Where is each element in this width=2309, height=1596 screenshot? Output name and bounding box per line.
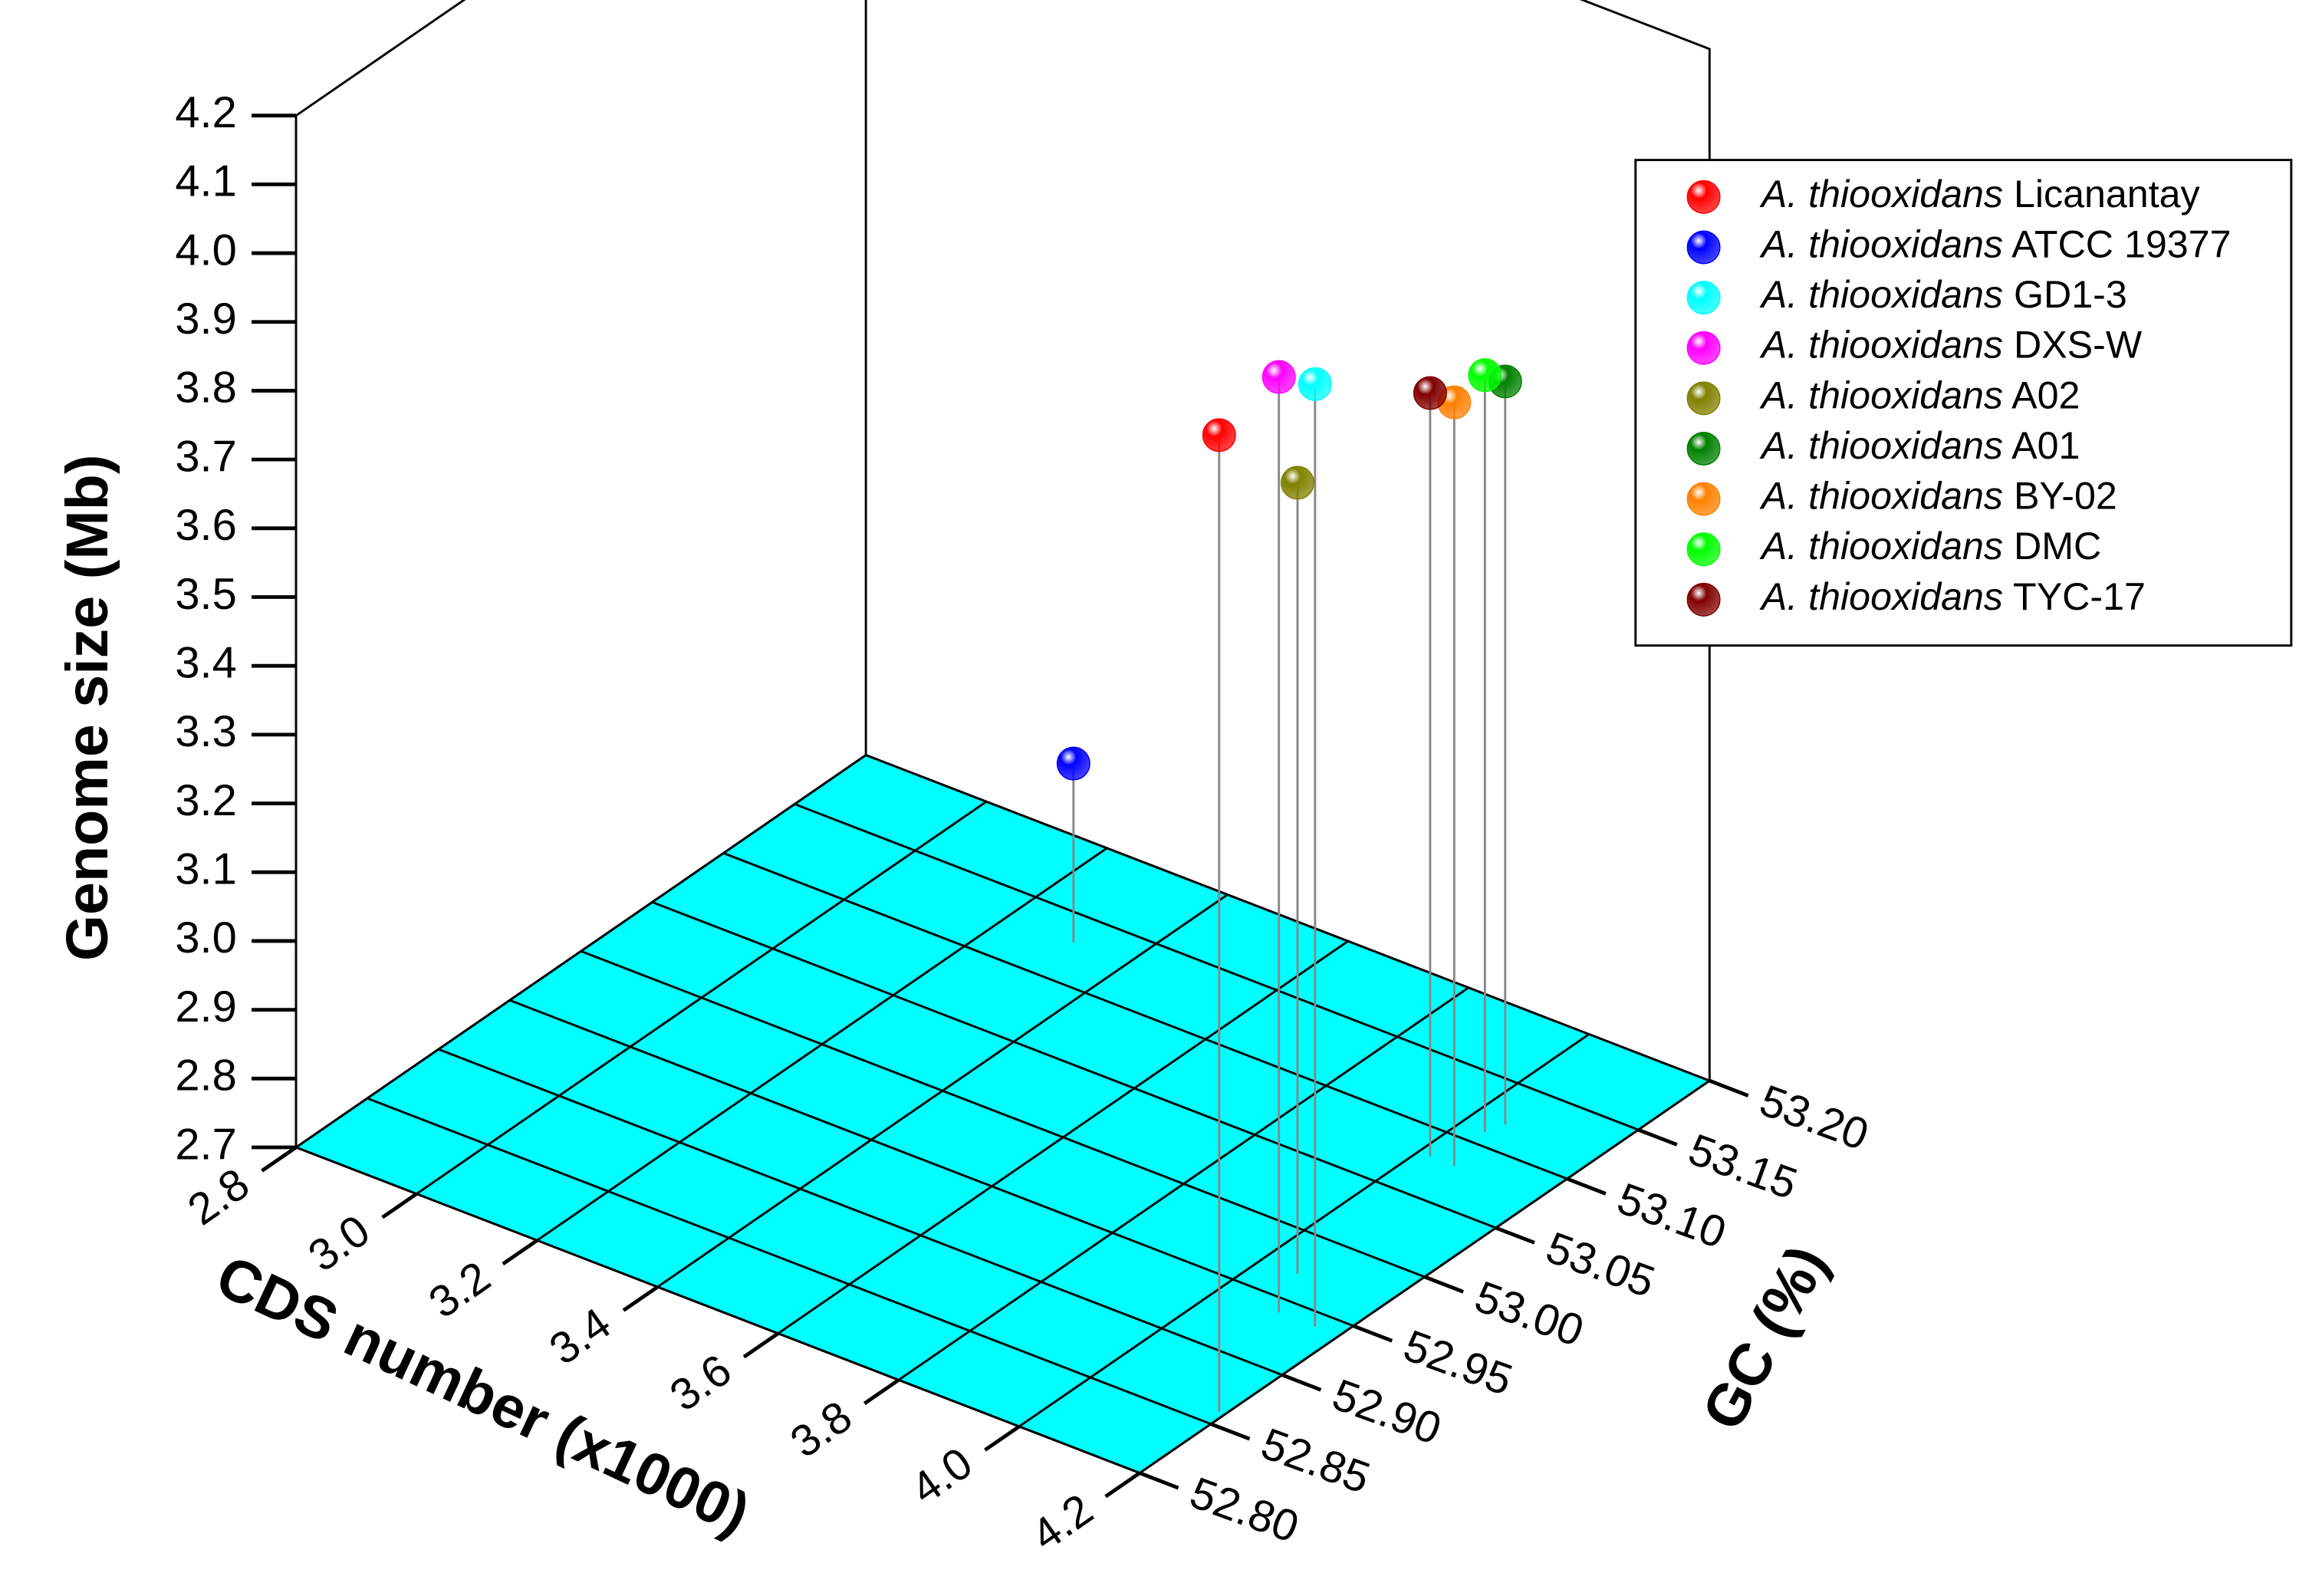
z-tick-label: 2.8 xyxy=(175,1051,236,1101)
x-tick-label: 4.0 xyxy=(903,1439,982,1515)
left-wall xyxy=(294,0,867,1148)
floor-grid-line xyxy=(794,803,1639,1131)
floor-grid-line xyxy=(865,754,1710,1082)
legend-marker xyxy=(1686,582,1721,617)
point xyxy=(1468,358,1502,393)
x-tick-label: 3.2 xyxy=(420,1252,499,1328)
point xyxy=(1261,360,1296,394)
z-tick-label: 4.0 xyxy=(175,225,236,275)
legend-marker xyxy=(1686,431,1721,466)
y-tick-label: 52.95 xyxy=(1397,1321,1518,1406)
z-tick-label: 2.9 xyxy=(175,982,236,1032)
z-tick-label: 3.1 xyxy=(175,845,236,894)
y-tick-label: 53.05 xyxy=(1540,1223,1661,1308)
z-tick-label: 3.9 xyxy=(175,295,236,344)
point xyxy=(1056,746,1090,781)
z-tick-label: 4.2 xyxy=(175,88,236,137)
y-tick xyxy=(1566,1176,1607,1196)
x-tick xyxy=(622,1285,659,1312)
y-tick xyxy=(1210,1422,1251,1441)
x-tick xyxy=(863,1378,900,1405)
y-tick xyxy=(1281,1373,1322,1392)
legend-label: A. thiooxidans A01 xyxy=(1759,424,2080,467)
x-tick-label: 4.2 xyxy=(1023,1485,1102,1561)
floor-grid-line xyxy=(509,999,1354,1328)
z-tick-label: 2.7 xyxy=(175,1120,236,1169)
point xyxy=(1280,466,1315,500)
y-tick-label: 53.15 xyxy=(1682,1125,1804,1209)
legend-marker xyxy=(1686,331,1721,365)
z-tick-label: 3.4 xyxy=(175,639,236,688)
y-axis-title: GC (%) xyxy=(1689,1236,1840,1441)
x-tick-label: 3.4 xyxy=(541,1299,620,1375)
z-tick-label: 4.1 xyxy=(175,157,236,206)
y-tick xyxy=(1637,1127,1678,1147)
legend-box xyxy=(1634,159,2293,647)
y-tick-label: 53.20 xyxy=(1754,1076,1875,1160)
y-tick xyxy=(1139,1471,1179,1490)
point xyxy=(1298,367,1332,401)
point xyxy=(1202,418,1236,452)
legend-label: A. thiooxidans GD1-3 xyxy=(1759,273,2127,316)
z-tick-label: 3.8 xyxy=(175,364,236,413)
floor-grid-line xyxy=(438,1048,1283,1377)
legend-marker xyxy=(1686,532,1721,567)
y-tick xyxy=(1709,1078,1749,1097)
legend-label: A. thiooxidans DXS-W xyxy=(1759,324,2143,367)
legend-marker xyxy=(1686,482,1721,516)
legend-marker xyxy=(1686,281,1721,315)
x-tick xyxy=(381,1192,418,1219)
legend-marker xyxy=(1686,381,1721,416)
z-tick-label: 3.5 xyxy=(175,570,236,619)
y-tick-label: 52.80 xyxy=(1184,1468,1305,1552)
back-wall xyxy=(1579,0,1711,1081)
x-tick-label: 3.6 xyxy=(662,1345,741,1421)
legend-marker xyxy=(1686,230,1721,265)
z-tick-label: 3.3 xyxy=(175,707,236,756)
y-tick-label: 52.90 xyxy=(1326,1371,1447,1455)
x-tick-label: 2.8 xyxy=(179,1160,258,1236)
y-tick-label: 53.10 xyxy=(1611,1174,1732,1259)
y-tick xyxy=(1423,1275,1465,1294)
point xyxy=(1413,376,1447,410)
z-tick-label: 3.6 xyxy=(175,501,236,550)
z-tick-label: 3.7 xyxy=(175,432,236,481)
legend-marker xyxy=(1686,179,1721,214)
y-tick-label: 52.85 xyxy=(1255,1419,1376,1503)
y-tick xyxy=(1352,1324,1393,1343)
legend-label: A. thiooxidans TYC-17 xyxy=(1759,575,2146,618)
z-axis-title: Genome size (Mb) xyxy=(54,455,120,961)
x-tick xyxy=(742,1331,780,1359)
floor-grid-line xyxy=(581,949,1426,1278)
z-tick-label: 3.2 xyxy=(175,776,236,825)
floor-grid-line xyxy=(295,1146,1140,1474)
legend-label: A. thiooxidans ATCC 19377 xyxy=(1759,223,2232,266)
legend-label: A. thiooxidans BY-02 xyxy=(1759,475,2117,518)
x-tick xyxy=(984,1424,1021,1452)
x-tick xyxy=(502,1239,538,1265)
x-tick xyxy=(261,1146,298,1173)
x-tick-label: 3.8 xyxy=(782,1392,861,1468)
floor-grid-line xyxy=(722,852,1568,1180)
x-tick xyxy=(1104,1471,1141,1499)
legend-label: A. thiooxidans Licanantay xyxy=(1759,173,2200,216)
z-tick-label: 3.0 xyxy=(175,913,236,963)
legend-label: A. thiooxidans A02 xyxy=(1759,374,2080,417)
y-tick xyxy=(1495,1226,1535,1245)
legend-label: A. thiooxidans DMC xyxy=(1759,525,2101,568)
floor-grid-line xyxy=(367,1097,1212,1426)
y-tick-label: 53.00 xyxy=(1469,1272,1590,1357)
floor-grid-line xyxy=(651,900,1497,1229)
x-tick-label: 3.0 xyxy=(300,1206,379,1282)
